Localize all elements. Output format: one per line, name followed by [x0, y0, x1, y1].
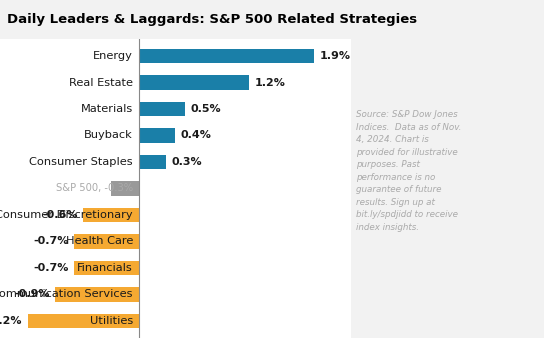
Bar — [139, 128, 175, 143]
Text: Daily Leaders & Laggards: S&P 500 Related Strategies: Daily Leaders & Laggards: S&P 500 Relate… — [7, 13, 417, 26]
Text: S&P 500, -0.3%: S&P 500, -0.3% — [56, 184, 133, 193]
Text: Buyback: Buyback — [84, 130, 133, 141]
Text: -1.2%: -1.2% — [0, 316, 22, 326]
Text: -0.7%: -0.7% — [33, 236, 69, 246]
Text: Source: S&P Dow Jones
Indices.  Data as of Nov.
4, 2024. Chart is
provided for i: Source: S&P Dow Jones Indices. Data as o… — [356, 110, 462, 232]
Text: Real Estate: Real Estate — [69, 77, 133, 88]
Bar — [83, 208, 139, 222]
Bar — [139, 102, 184, 116]
Text: Energy: Energy — [93, 51, 133, 61]
Text: 1.9%: 1.9% — [319, 51, 350, 61]
Text: Utilities: Utilities — [90, 316, 133, 326]
Text: 0.5%: 0.5% — [190, 104, 221, 114]
Bar — [139, 49, 314, 63]
Bar — [28, 314, 139, 328]
Text: Health Care: Health Care — [66, 236, 133, 246]
Text: -0.7%: -0.7% — [33, 263, 69, 273]
Text: -0.6%: -0.6% — [42, 210, 78, 220]
Text: Communication Services: Communication Services — [0, 289, 133, 299]
Text: Materials: Materials — [81, 104, 133, 114]
Text: 0.4%: 0.4% — [181, 130, 212, 141]
Bar — [55, 287, 139, 301]
Text: Consumer Discretionary: Consumer Discretionary — [0, 210, 133, 220]
Text: 1.2%: 1.2% — [255, 77, 286, 88]
Text: Consumer Staples: Consumer Staples — [29, 157, 133, 167]
Text: Financials: Financials — [77, 263, 133, 273]
Bar — [139, 75, 249, 90]
Bar — [74, 261, 139, 275]
Bar — [74, 234, 139, 249]
Bar — [139, 155, 166, 169]
Bar — [111, 181, 139, 196]
Text: 0.3%: 0.3% — [172, 157, 202, 167]
Text: -0.9%: -0.9% — [14, 289, 50, 299]
